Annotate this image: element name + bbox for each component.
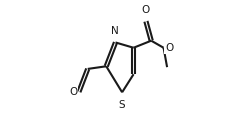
Text: S: S (119, 100, 126, 110)
Text: O: O (165, 43, 174, 53)
Text: N: N (111, 26, 119, 36)
Text: O: O (69, 87, 77, 97)
Text: O: O (142, 5, 150, 15)
